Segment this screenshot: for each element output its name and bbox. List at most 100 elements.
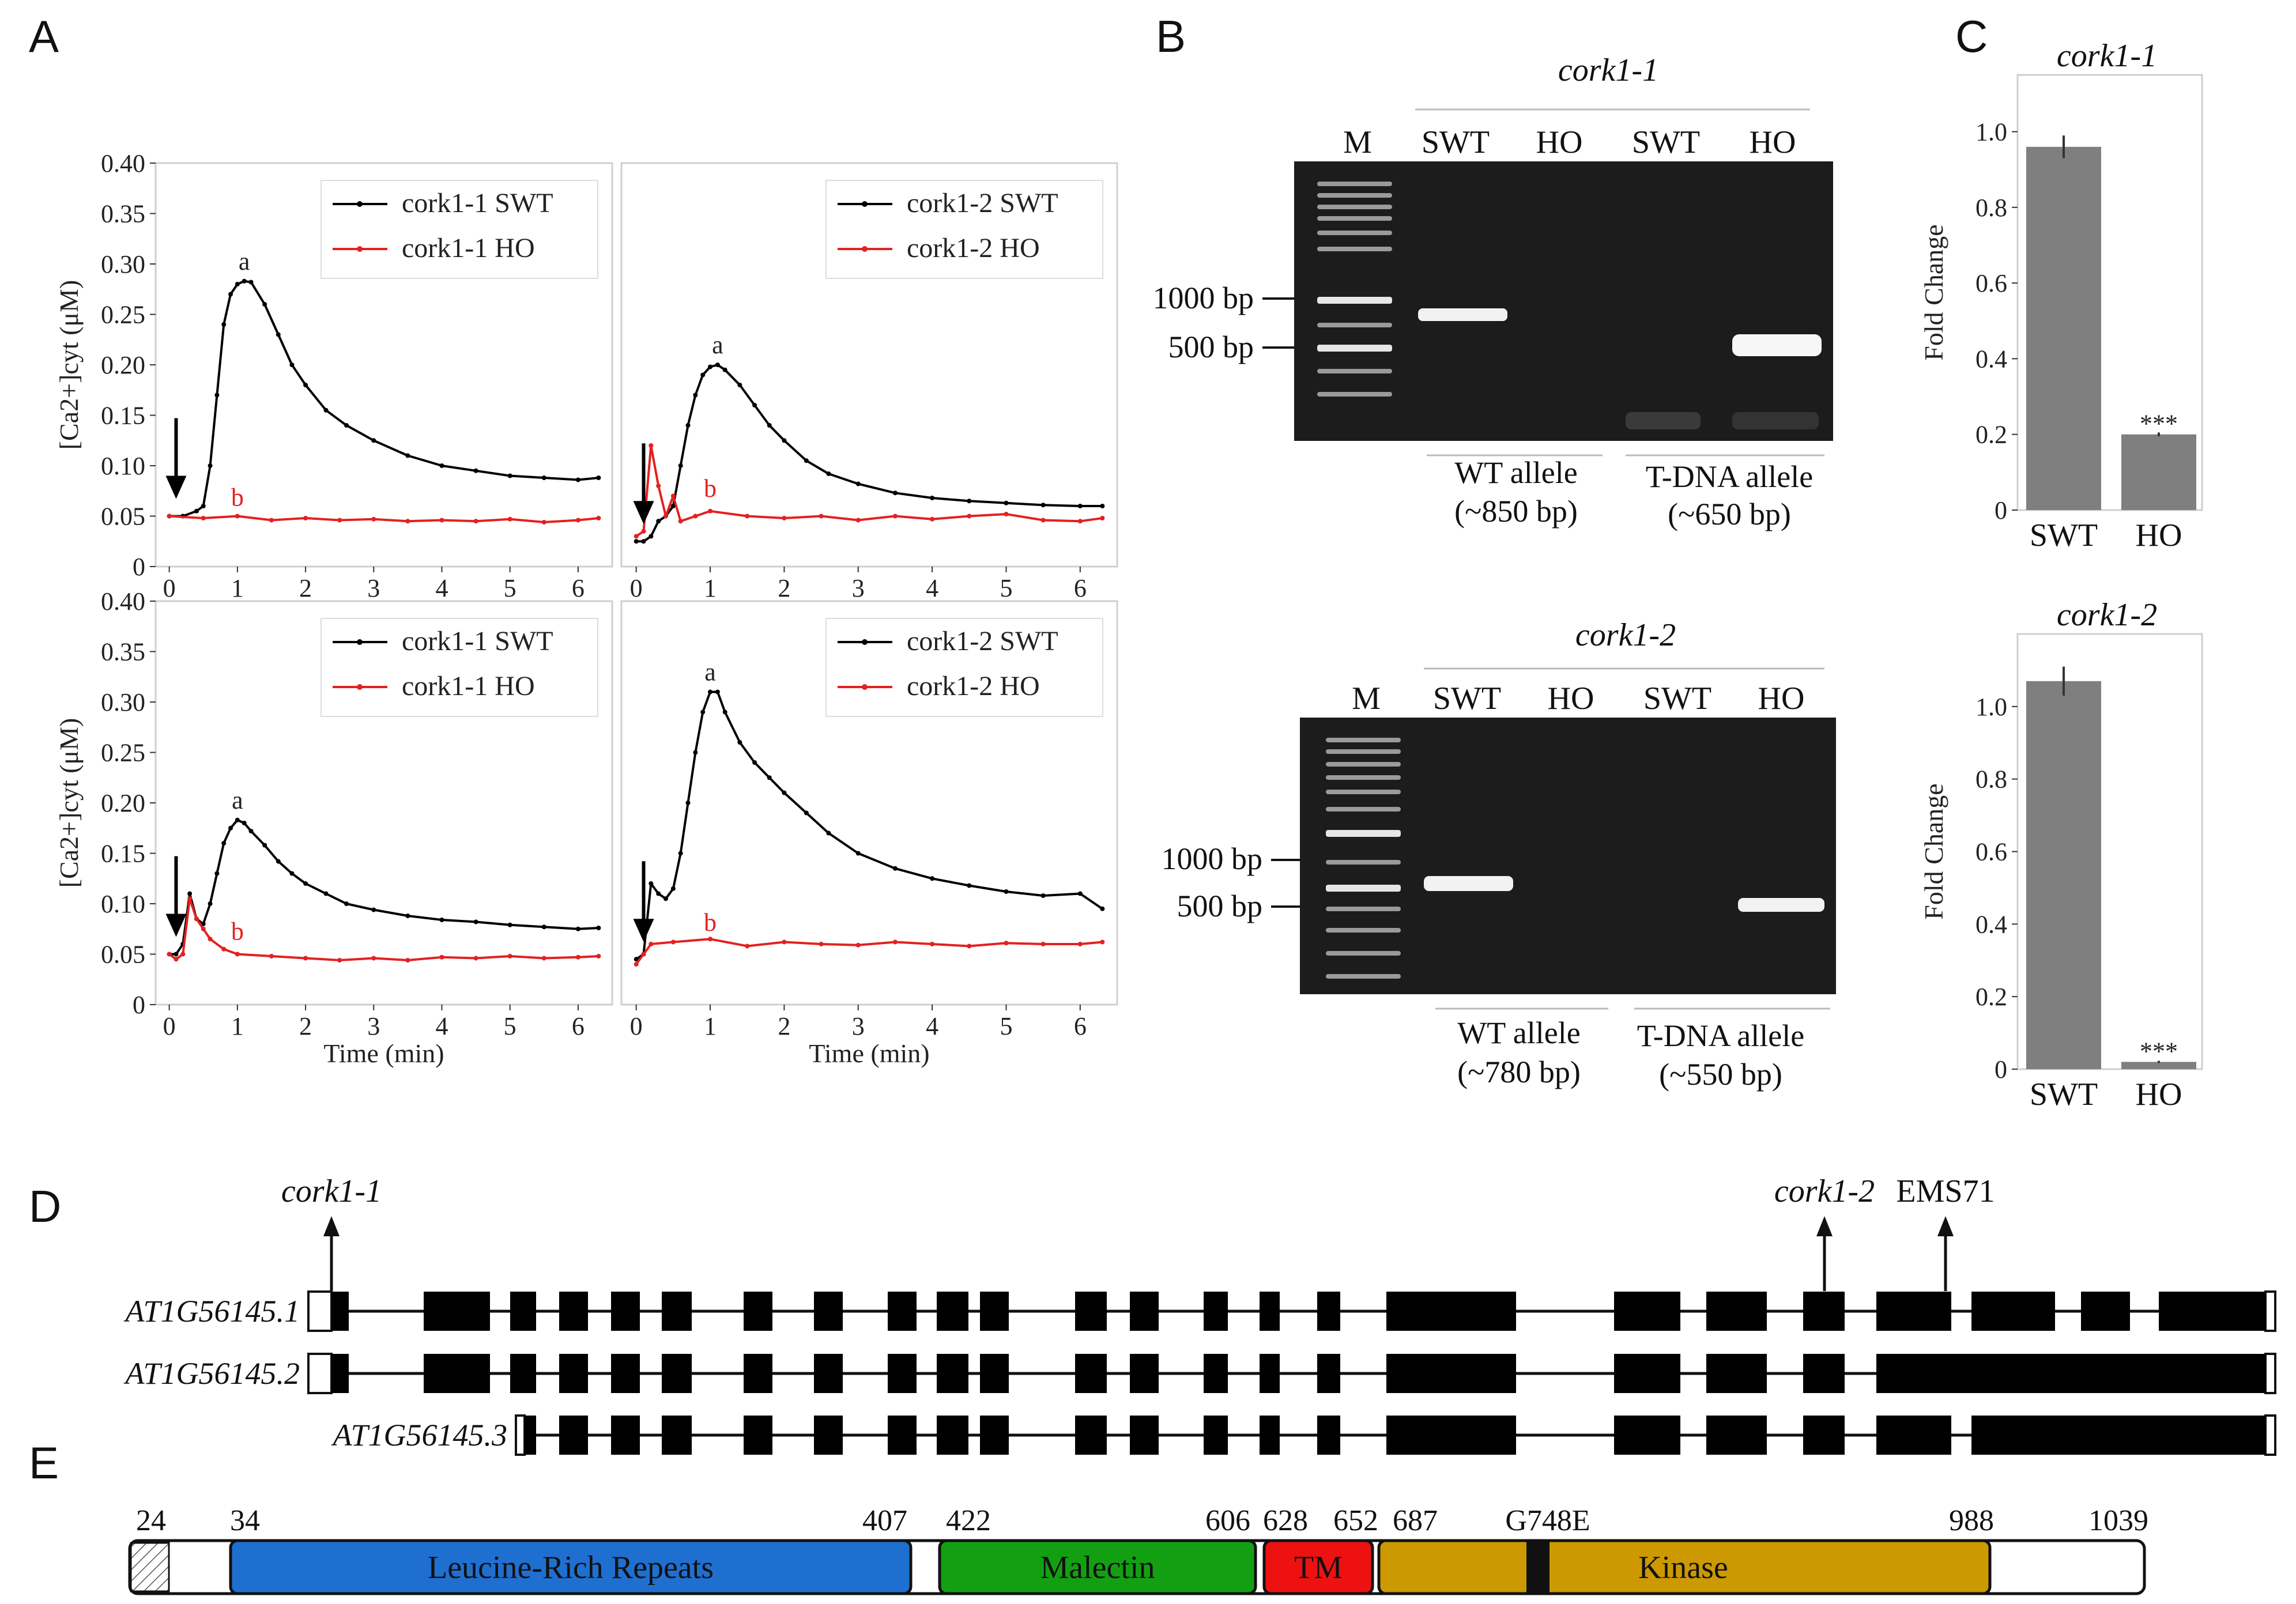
exon [1706,1292,1767,1331]
bar-chart-title: cork1-1 [2057,38,2157,74]
data-point [473,519,478,524]
exon [525,1416,536,1455]
data-point [323,891,329,896]
data-point [596,954,601,958]
primer-smear [1732,412,1819,429]
marker-500bp: 500 bp [1177,889,1263,923]
exon [1803,1292,1845,1331]
exon [1130,1416,1159,1455]
category-label: HO [2136,518,2182,553]
data-point [1100,516,1105,520]
data-point [1100,504,1105,508]
legend-entry: cork1-2 HO [907,671,1040,701]
exon [331,1354,349,1393]
exon [1614,1416,1680,1455]
exon [1386,1416,1516,1455]
data-point [708,508,713,514]
data-point [303,881,308,886]
exon [611,1354,640,1393]
exon [937,1354,968,1393]
data-point [507,473,512,478]
data-point [167,514,172,519]
data-point [194,508,199,514]
data-point [737,383,742,387]
y-tick-label: 0.10 [101,452,145,480]
x-axis-label: Time (min) [809,1039,929,1068]
data-point [722,367,727,372]
ladder-band [1326,974,1401,979]
data-point [708,689,713,695]
line-plot-bottom-left: 0 1 2 3 4 5 6 0 0.05 0.10 0.15 0.20 0.25 0.30 0.35 0.40… [54,587,613,1068]
data-point [1040,503,1046,508]
y-tick-label: 0.10 [101,890,145,918]
legend-entry: cork1-2 HO [907,233,1040,263]
data-point [678,851,683,856]
x-tick-label: 0 [630,1012,643,1040]
exon [744,1292,772,1331]
x-tick-label: 5 [1000,574,1012,602]
data-point [715,363,720,367]
exon [1075,1416,1107,1455]
data-point [541,520,546,524]
data-point [596,475,601,480]
ladder-band [1317,345,1392,352]
domain-malectin-label: Malectin [1040,1550,1155,1586]
data-point [473,919,478,924]
data-point [201,504,206,508]
data-point [804,458,809,463]
data-point [1040,893,1046,898]
residue-628: 628 [1263,1504,1308,1537]
y-tick-label: 0.6 [1975,269,2007,297]
transcript-2: AT1G56145.2 [123,1353,2276,1394]
data-point [670,504,676,508]
data-point [473,468,478,473]
data-point [855,851,861,856]
ladder-band [1326,860,1401,865]
data-point [649,942,654,946]
data-point [276,332,281,337]
legend-entry: cork1-2 SWT [907,188,1058,218]
exon [1317,1416,1340,1455]
ladder-band [1317,231,1392,235]
band-tdna-allele [1738,898,1824,912]
residue-34: 34 [230,1504,260,1537]
data-point [180,952,186,957]
y-tick-label: 1.0 [1975,118,2007,146]
data-point [439,954,444,960]
data-point [242,278,247,284]
y-tick-label: 0.2 [1975,421,2007,449]
exon [510,1292,536,1331]
ladder-band [1326,775,1401,780]
x-tick-label: 3 [852,574,865,602]
exon [937,1416,968,1455]
data-point [541,956,546,961]
lane-label: HO [1758,681,1805,716]
x-tick-label: 4 [435,574,448,602]
x-tick-label: 1 [704,1012,717,1040]
lane-label: M [1343,124,1372,160]
data-point [371,516,376,522]
line-plot-top-right: 0 1 2 3 4 5 6 a b cork1-2 SWT cork1-2 HO [620,162,1118,602]
data-point [208,463,213,468]
residue-652: 652 [1333,1504,1378,1537]
data-point [892,514,898,519]
x-tick-label: 0 [163,1012,176,1040]
legend-marker [357,201,363,207]
ladder-band [1326,790,1401,794]
data-point [693,750,698,755]
bar-chart-title: cork1-2 [2057,597,2157,633]
exon [1386,1292,1516,1331]
domain-kinase-label: Kinase [1638,1550,1728,1586]
exon [744,1354,772,1393]
data-point [678,519,683,524]
data-point [405,453,410,458]
exon [1260,1292,1280,1331]
data-point [507,922,512,927]
data-point [303,956,308,961]
data-point [235,952,240,957]
data-point [967,883,972,888]
data-point [596,516,601,520]
exon [1803,1354,1845,1393]
utr-5 [307,1353,333,1394]
data-point [235,282,240,286]
